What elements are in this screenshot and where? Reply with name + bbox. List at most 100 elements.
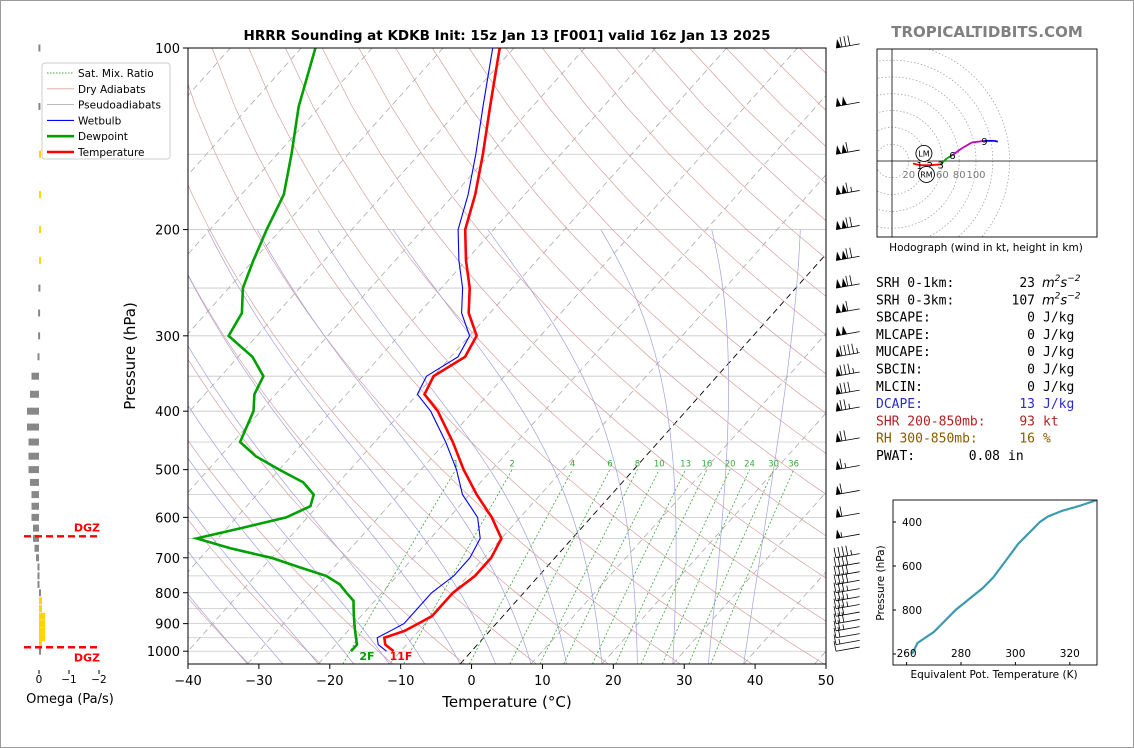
wind-barb — [835, 300, 860, 314]
barb-full — [839, 365, 843, 376]
pseudoadiabat — [188, 550, 284, 664]
barb-full — [837, 605, 841, 616]
dry-adiabat — [188, 183, 609, 664]
surface-dewpoint-label: 2F — [359, 650, 374, 663]
omega-bar — [38, 332, 41, 340]
barb-full — [833, 641, 837, 652]
index-unit: J/kg — [1043, 397, 1074, 412]
index-label: SRH 0-1km: — [876, 276, 954, 291]
pseudoadiabat — [487, 229, 638, 664]
barb-flag — [836, 433, 841, 443]
dry-adiabat — [188, 83, 681, 664]
barb-full — [843, 36, 847, 47]
hodograph-segment — [971, 139, 985, 144]
hodograph-ring-label: 100 — [966, 170, 985, 181]
x-tick-label: −10 — [387, 674, 414, 689]
barb-flag — [841, 278, 847, 288]
surface-temperature-label: 11F — [390, 650, 413, 663]
index-unit: m2s−2 — [1042, 291, 1081, 308]
barb-flag — [836, 347, 841, 357]
mixing-ratio-label: 36 — [788, 460, 799, 470]
barb-flag — [841, 184, 847, 194]
barb-full — [843, 399, 847, 410]
pseudoadiabat — [188, 457, 355, 664]
omega-bar — [27, 407, 39, 415]
mixing-ratio-label: 4 — [570, 460, 575, 470]
storm-motion-marker — [917, 165, 935, 183]
index-unit: J/kg — [1043, 328, 1074, 343]
hodograph-segment — [940, 157, 948, 165]
mixing-ratio-label: 20 — [725, 460, 736, 470]
index-label: SHR 200-850mb: — [876, 414, 986, 429]
dry-adiabat — [188, 358, 465, 664]
dry-adiabat — [321, 48, 826, 579]
legend-entry: Dry Adiabats — [78, 84, 146, 96]
pseudoadiabat — [188, 274, 461, 664]
isotherm — [388, 174, 826, 664]
barb-half — [846, 585, 849, 591]
legend-entry: Pseudoadiabats — [78, 100, 161, 112]
hodograph-ring-label: 80 — [953, 170, 966, 181]
y-tick-label: 500 — [155, 464, 180, 479]
barb-flag — [841, 302, 847, 312]
mixing-ratio-label: 16 — [701, 460, 712, 470]
barb-staff — [835, 646, 860, 652]
barb-full — [843, 364, 847, 375]
wind-barb — [833, 627, 860, 639]
barb-full — [837, 620, 841, 631]
mixing-ratio-line — [640, 469, 731, 664]
y-tick-label: 800 — [155, 587, 180, 602]
chart-title: HRRR Sounding at KDKB Init: 15z Jan 13 [… — [244, 28, 771, 44]
x-tick-label: 10 — [534, 674, 551, 689]
index-row: SRH 0-3km: 107 m2s−2 — [876, 291, 1081, 308]
theta-e-y-label: Pressure (hPa) — [875, 545, 887, 620]
index-row: SBCAPE: 0 J/kg — [876, 311, 1074, 326]
barb-full — [843, 382, 847, 393]
barb-half — [846, 601, 849, 607]
wind-barb — [835, 458, 860, 471]
index-label: MLCAPE: — [876, 328, 931, 343]
legend-entry: Temperature — [77, 147, 145, 159]
storm-motion-marker — [915, 144, 933, 162]
mixing-ratio-label: 10 — [654, 460, 665, 470]
omega-bar — [31, 372, 39, 380]
mixing-ratio-line — [403, 469, 513, 664]
omega-bar — [38, 102, 41, 110]
wind-barb — [833, 597, 860, 610]
hodograph-height-label: 6 — [949, 151, 955, 162]
theta-e-x-tick-label: 280 — [951, 648, 971, 660]
barb-flag — [836, 220, 841, 230]
theta-e-y-tick-label: 400 — [902, 517, 922, 529]
barb-half — [842, 624, 845, 630]
barb-full — [841, 555, 845, 566]
hodograph-segment — [929, 163, 941, 167]
storm-motion-label: LM — [918, 149, 929, 158]
index-row: RH 300-850mb: 16% — [876, 432, 1051, 447]
barb-staff — [835, 371, 860, 377]
pseudoadiabat — [707, 229, 729, 664]
isotherm — [188, 48, 515, 414]
hodograph-caption: Hodograph (wind in kt, height in km) — [889, 242, 1083, 254]
omega-bar — [30, 390, 39, 398]
omega-bar — [31, 513, 39, 521]
barb-flag — [841, 325, 847, 335]
omega-bar — [39, 150, 41, 158]
dry-adiabat — [211, 48, 753, 664]
index-unit: J/kg — [1043, 311, 1074, 326]
index-value: 13 — [1019, 397, 1035, 412]
dry-adiabat — [248, 48, 825, 664]
barb-half — [846, 593, 849, 599]
index-unit: kt — [1043, 414, 1059, 429]
omega-bar — [39, 641, 42, 649]
barb-flag — [836, 39, 841, 48]
dry-adiabat — [188, 518, 322, 664]
wind-barb — [833, 641, 860, 652]
omega-tick-label: 0 — [36, 674, 43, 686]
x-tick-label: 20 — [605, 674, 622, 689]
omega-bar — [39, 612, 45, 620]
index-value: 93 — [1019, 414, 1035, 429]
y-tick-label: 100 — [155, 42, 180, 57]
omega-bar — [38, 44, 41, 52]
index-value: 0.08 — [969, 449, 1000, 464]
